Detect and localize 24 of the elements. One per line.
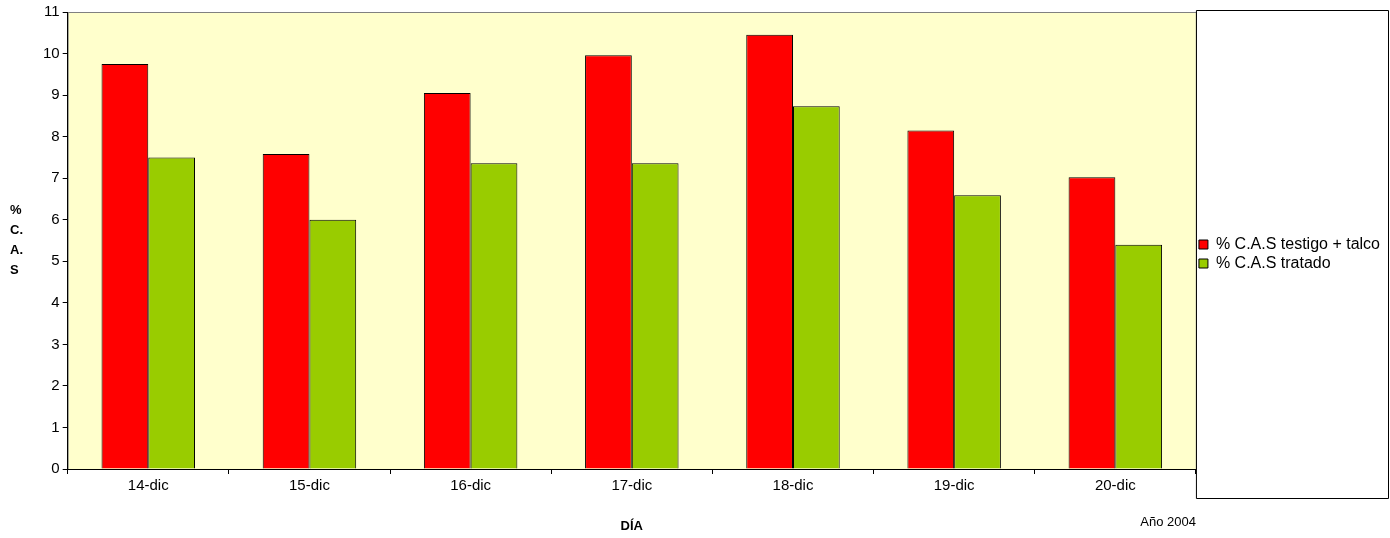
y-tick-label: 6: [51, 209, 60, 227]
y-tick-label: 11: [44, 2, 60, 20]
y-tick-label: 10: [43, 43, 60, 61]
x-tick-label: 19-dic: [933, 476, 976, 494]
y-axis-title: % C. A. S: [10, 202, 23, 278]
text: Año 2004: [1140, 514, 1196, 529]
x-tick-label: 16-dic: [450, 476, 492, 494]
x-tick-label: 15-dic: [289, 476, 331, 494]
y-tick-label: 5: [51, 251, 60, 269]
y-tick-label: 3: [51, 334, 60, 352]
y-tick-label: 4: [51, 292, 60, 310]
y-tick-label: 2: [51, 376, 60, 394]
x-tick-label: 14-dic: [127, 476, 170, 494]
x-tick-label: 17-dic: [611, 476, 653, 494]
y-tick-label: 9: [51, 85, 60, 103]
y-tick-label: 7: [51, 168, 60, 186]
x-axis-title: DÍA: [620, 518, 644, 533]
y-tick-label: 8: [51, 126, 60, 144]
x-tick-label: 20-dic: [1094, 476, 1137, 494]
y-tick-label: 1: [51, 417, 60, 435]
x-tick-label: 18-dic: [772, 476, 814, 494]
legend-label: % C.A.S tratado: [1215, 253, 1331, 271]
legend-label: % C.A.S testigo + talco: [1215, 234, 1381, 252]
y-tick-label: 0: [51, 459, 60, 477]
